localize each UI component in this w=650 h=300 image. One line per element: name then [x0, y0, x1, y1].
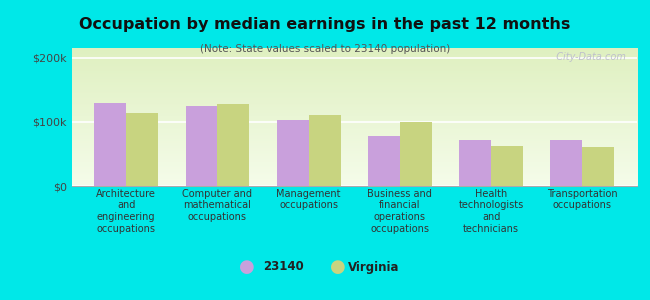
Text: ●: ●: [330, 258, 346, 276]
Text: Occupation by median earnings in the past 12 months: Occupation by median earnings in the pas…: [79, 16, 571, 32]
Bar: [277, 120, 309, 186]
Bar: [309, 116, 341, 186]
Bar: [551, 140, 582, 186]
Text: (Note: State values scaled to 23140 population): (Note: State values scaled to 23140 popu…: [200, 44, 450, 53]
Bar: [94, 103, 126, 186]
Bar: [582, 147, 614, 186]
Bar: [126, 113, 158, 186]
Bar: [185, 106, 218, 186]
Bar: [400, 122, 432, 186]
Text: ●: ●: [239, 258, 255, 276]
Bar: [368, 136, 400, 186]
Bar: [491, 146, 523, 186]
Text: Virginia: Virginia: [348, 260, 399, 274]
Text: City-Data.com: City-Data.com: [550, 52, 626, 62]
Bar: [459, 140, 491, 186]
Bar: [218, 104, 250, 186]
Text: 23140: 23140: [263, 260, 304, 274]
